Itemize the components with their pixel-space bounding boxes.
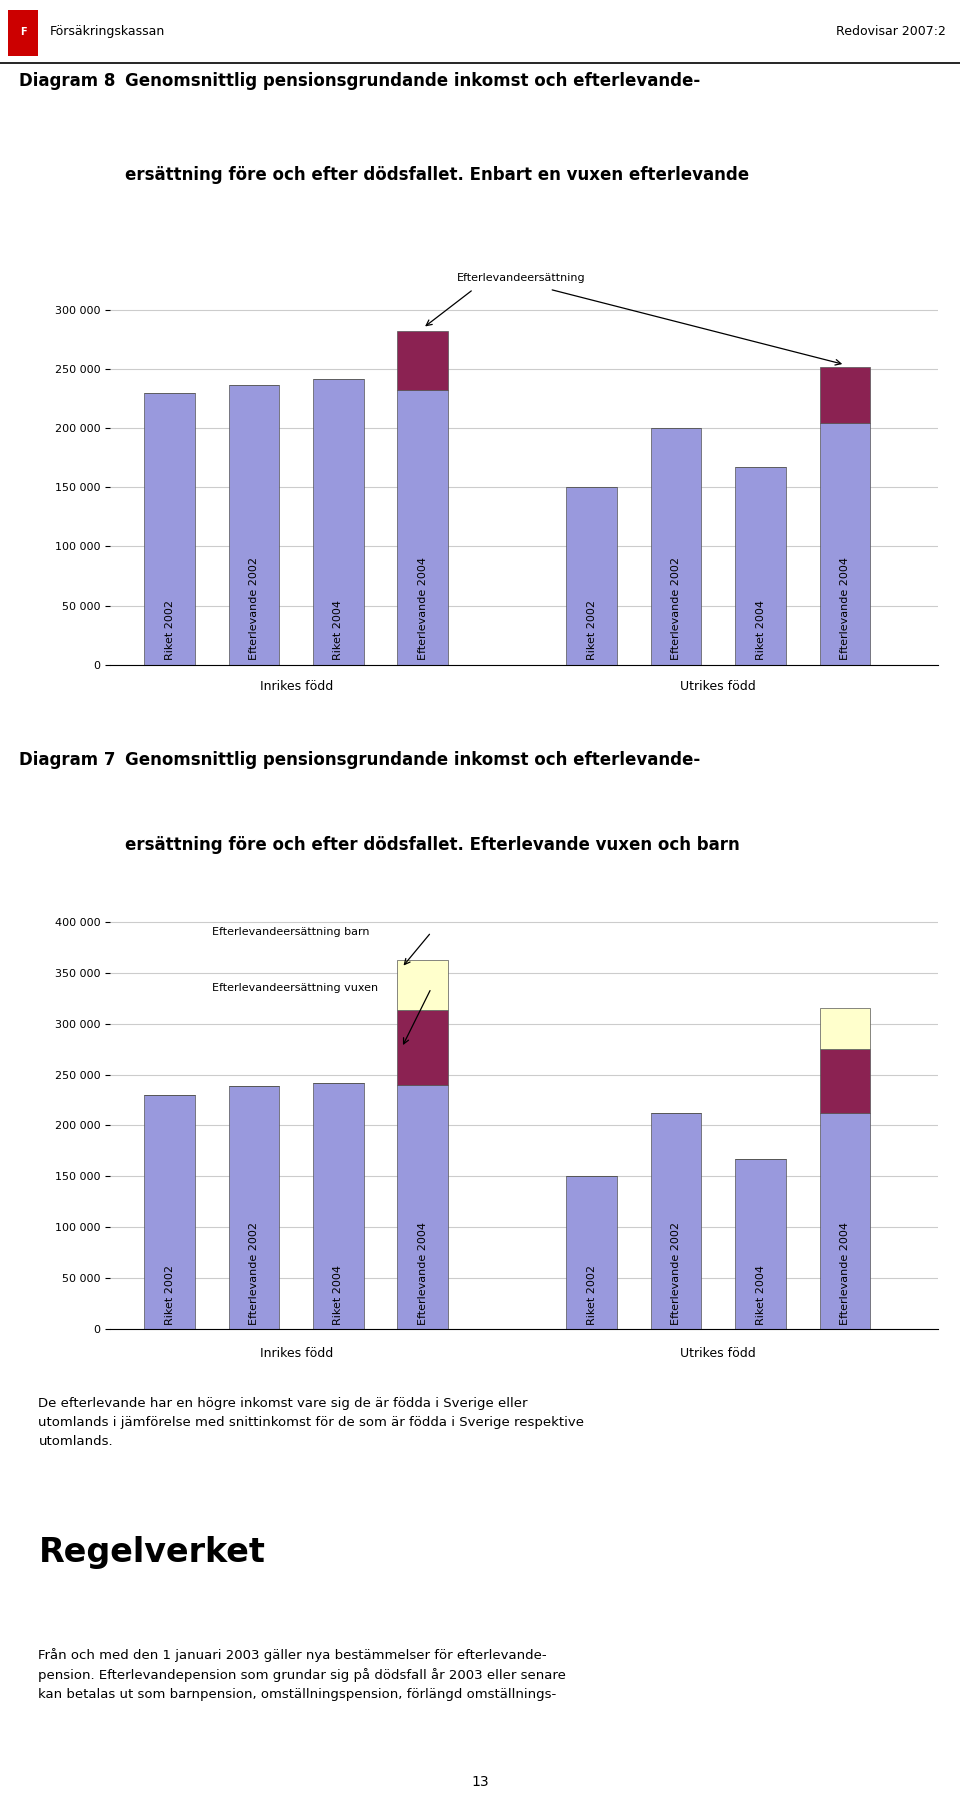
Text: Efterlevande 2004: Efterlevande 2004	[418, 557, 428, 659]
Text: Diagram 7: Diagram 7	[19, 751, 116, 769]
Bar	[735, 1158, 786, 1329]
Text: ersättning före och efter dödsfallet. Enbart en vuxen efterlevande: ersättning före och efter dödsfallet. En…	[125, 165, 750, 183]
Bar	[144, 393, 195, 665]
Bar	[651, 429, 702, 665]
Bar	[820, 1049, 871, 1114]
Text: De efterlevande har en högre inkomst vare sig de är födda i Sverige eller
utomla: De efterlevande har en högre inkomst var…	[38, 1397, 585, 1448]
Text: Efterlevande 2002: Efterlevande 2002	[249, 557, 259, 659]
Text: Efterlevande 2002: Efterlevande 2002	[671, 1221, 682, 1325]
Bar	[397, 1085, 448, 1329]
Bar	[228, 1087, 279, 1329]
Text: Från och med den 1 januari 2003 gäller nya bestämmelser för efterlevande-
pensio: Från och med den 1 januari 2003 gäller n…	[38, 1647, 566, 1701]
Text: Efterlevande 2004: Efterlevande 2004	[840, 1221, 850, 1325]
Text: Riket 2002: Riket 2002	[164, 1264, 175, 1325]
Text: Efterlevandeersättning barn: Efterlevandeersättning barn	[212, 927, 370, 938]
Text: Efterlevande 2002: Efterlevande 2002	[671, 557, 682, 659]
Bar	[566, 487, 617, 665]
Bar	[397, 1011, 448, 1085]
Text: Inrikes född: Inrikes född	[259, 681, 333, 693]
Bar	[313, 1083, 364, 1329]
Text: Diagram 8: Diagram 8	[19, 72, 115, 90]
Bar	[397, 390, 448, 665]
Bar	[566, 1176, 617, 1329]
Bar	[820, 1114, 871, 1329]
Bar	[735, 467, 786, 665]
Bar	[820, 1009, 871, 1049]
Text: Efterlevande 2002: Efterlevande 2002	[249, 1221, 259, 1325]
Bar	[397, 959, 448, 1011]
Text: Riket 2004: Riket 2004	[756, 1264, 765, 1325]
Bar	[397, 330, 448, 390]
Text: Riket 2004: Riket 2004	[333, 600, 344, 659]
Text: Riket 2002: Riket 2002	[587, 1264, 597, 1325]
Text: Efterlevande 2004: Efterlevande 2004	[840, 557, 850, 659]
Text: Utrikes född: Utrikes född	[681, 1347, 756, 1360]
Text: Riket 2004: Riket 2004	[333, 1264, 344, 1325]
Bar	[144, 1096, 195, 1329]
Text: Efterlevandeersättning: Efterlevandeersättning	[457, 273, 586, 284]
Bar	[313, 379, 364, 665]
Text: F: F	[20, 27, 26, 38]
Text: Riket 2004: Riket 2004	[756, 600, 765, 659]
Text: Försäkringskassan: Försäkringskassan	[50, 25, 165, 38]
Text: Genomsnittlig pensionsgrundande inkomst och efterlevande-: Genomsnittlig pensionsgrundande inkomst …	[125, 72, 701, 90]
Text: 13: 13	[471, 1774, 489, 1789]
Text: Riket 2002: Riket 2002	[164, 600, 175, 659]
Bar	[651, 1114, 702, 1329]
Text: Genomsnittlig pensionsgrundande inkomst och efterlevande-: Genomsnittlig pensionsgrundande inkomst …	[125, 751, 701, 769]
Text: Inrikes född: Inrikes född	[259, 1347, 333, 1360]
Text: Regelverket: Regelverket	[38, 1536, 265, 1568]
Text: Efterlevande 2004: Efterlevande 2004	[418, 1221, 428, 1325]
Text: ersättning före och efter dödsfallet. Efterlevande vuxen och barn: ersättning före och efter dödsfallet. Ef…	[125, 837, 740, 855]
Bar	[228, 384, 279, 665]
Bar	[820, 366, 871, 422]
Text: Riket 2002: Riket 2002	[587, 600, 597, 659]
Bar	[820, 422, 871, 665]
Text: Redovisar 2007:2: Redovisar 2007:2	[836, 25, 946, 38]
Text: Utrikes född: Utrikes född	[681, 681, 756, 693]
Text: Efterlevandeersättning vuxen: Efterlevandeersättning vuxen	[212, 982, 378, 993]
Bar	[8, 11, 38, 56]
